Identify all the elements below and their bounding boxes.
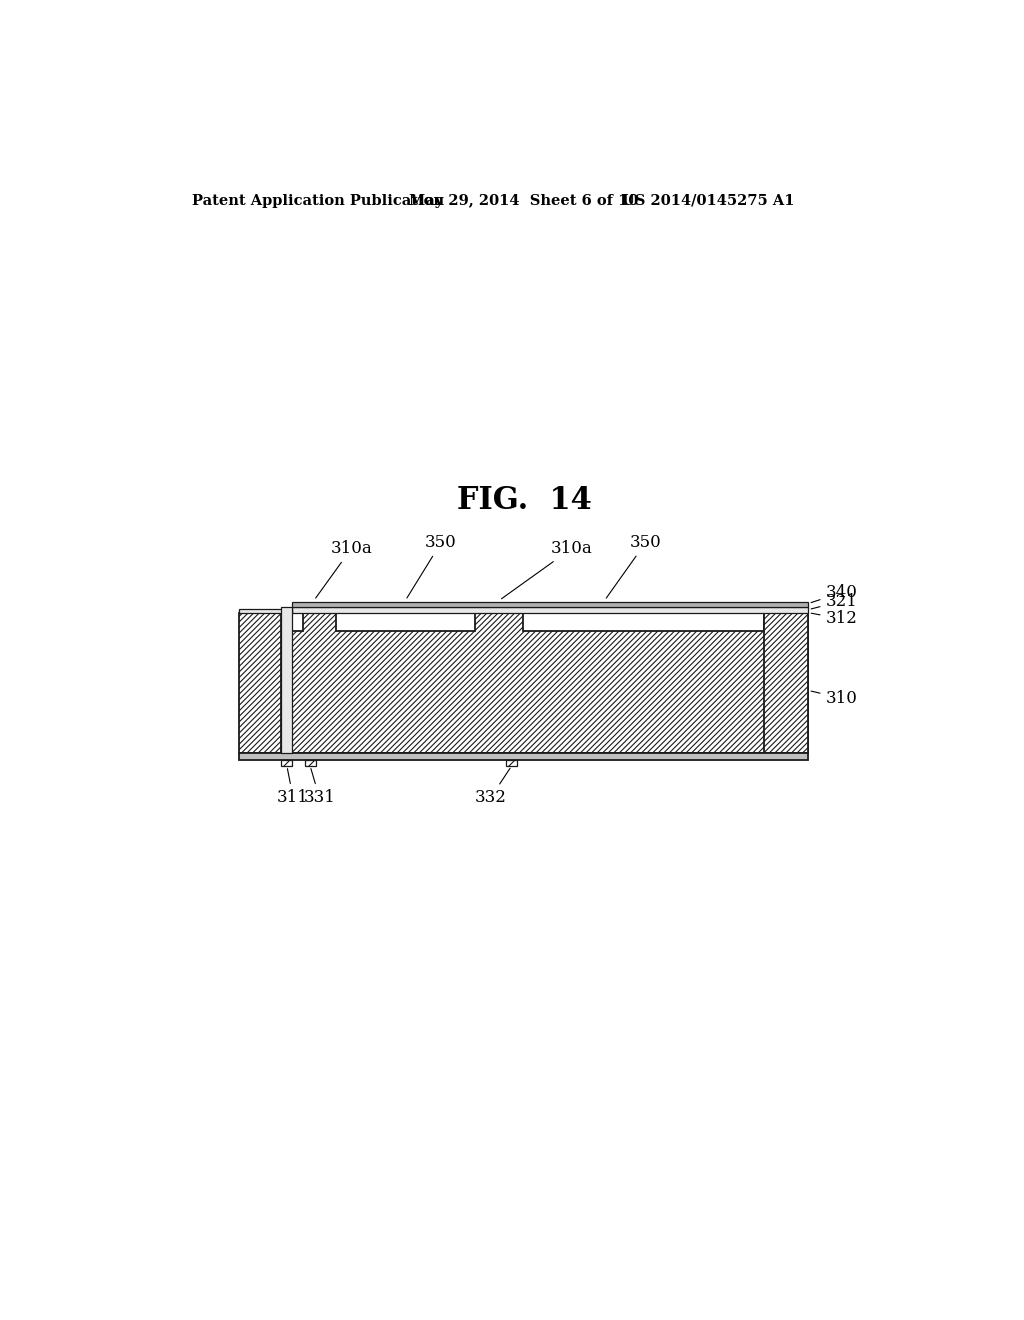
Text: FIG.  14: FIG. 14: [458, 484, 592, 516]
Text: 350: 350: [407, 535, 457, 598]
Bar: [292, 607, 809, 612]
Text: May 29, 2014  Sheet 6 of 10: May 29, 2014 Sheet 6 of 10: [409, 194, 638, 207]
Text: 340: 340: [811, 585, 857, 603]
Bar: [281, 607, 292, 752]
Text: 312: 312: [811, 610, 857, 627]
Bar: [305, 760, 315, 766]
Polygon shape: [239, 612, 281, 752]
Text: 350: 350: [606, 535, 662, 598]
Bar: [292, 602, 809, 607]
Bar: [506, 760, 517, 766]
Bar: [239, 609, 292, 612]
Polygon shape: [764, 612, 809, 752]
Bar: [282, 760, 292, 766]
Bar: [239, 752, 809, 760]
Polygon shape: [239, 612, 809, 752]
Text: 310a: 310a: [315, 540, 372, 598]
Text: 310: 310: [811, 689, 857, 706]
Text: 310a: 310a: [502, 540, 592, 599]
Text: 311: 311: [278, 768, 309, 807]
Text: 332: 332: [475, 768, 510, 807]
Text: 331: 331: [303, 768, 336, 807]
Text: Patent Application Publication: Patent Application Publication: [191, 194, 443, 207]
Text: 321: 321: [811, 593, 857, 610]
Text: US 2014/0145275 A1: US 2014/0145275 A1: [623, 194, 795, 207]
